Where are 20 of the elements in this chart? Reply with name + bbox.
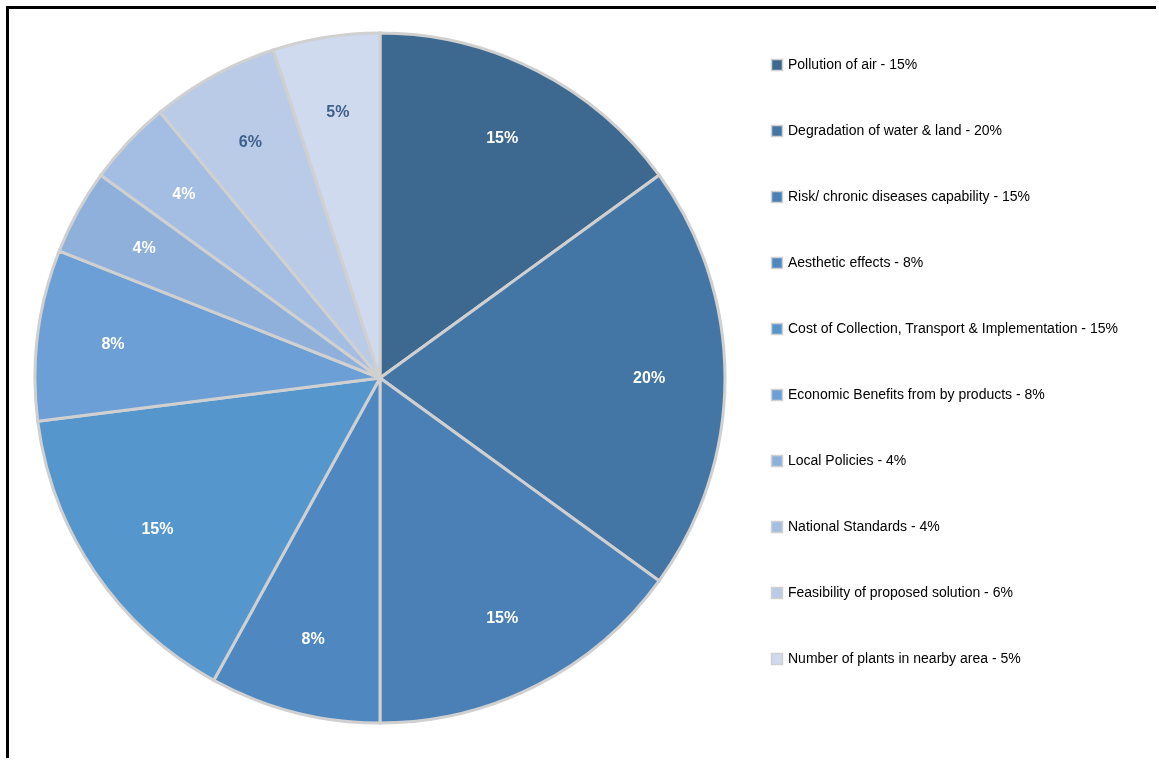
data-label: 5% [326, 103, 350, 121]
legend-label: Pollution of air - 15% [788, 56, 918, 72]
data-label: 15% [486, 129, 519, 147]
data-label: 4% [172, 184, 196, 202]
legend-label: Degradation of water & land - 20% [788, 122, 1003, 138]
data-label: 20% [633, 369, 666, 386]
data-label: 8% [101, 335, 125, 353]
legend-label: Aesthetic effects - 8% [788, 254, 924, 270]
data-label: 6% [238, 133, 262, 151]
legend-label: Local Policies - 4% [788, 452, 907, 468]
legend-label: Economic Benefits from by products - 8% [788, 386, 1045, 402]
legend-label: Cost of Collection, Transport & Implementation - 15% [788, 320, 1118, 336]
data-label: 15% [141, 520, 174, 538]
legend-label: Number of plants in nearby area - 5% [788, 650, 1021, 666]
legend-label: National Standards - 4% [788, 518, 940, 534]
legend-label: Feasibility of proposed solution - 6% [788, 584, 1013, 600]
data-label: 15% [486, 608, 519, 626]
data-label: 4% [132, 239, 156, 257]
legend-label: Risk/ chronic diseases capability - 15% [788, 188, 1030, 204]
data-label: 8% [301, 629, 325, 647]
